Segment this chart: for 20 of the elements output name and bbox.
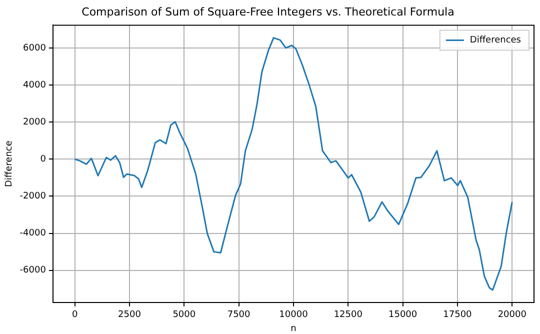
y-tick-label: 0 [40, 154, 46, 165]
x-tick-label: 12500 [334, 310, 363, 320]
x-axis-title: n [290, 324, 296, 334]
y-axis-title: Difference [4, 140, 15, 188]
y-tick-label: -6000 [20, 266, 46, 276]
x-tick-label: 20000 [498, 310, 527, 320]
x-tick-label: 7500 [227, 310, 251, 320]
y-tick-label: -4000 [20, 228, 46, 239]
y-tick-label: -2000 [20, 192, 46, 202]
x-tick-label: 2500 [118, 310, 142, 320]
y-tick-label: 4000 [23, 80, 46, 90]
x-tick-label: 5000 [172, 310, 196, 320]
legend-label: Differences [470, 36, 522, 46]
x-tick-label: 17500 [443, 310, 472, 320]
chart-title: Comparison of Sum of Square-Free Integers vs. Theoretical Formula [82, 5, 454, 18]
x-tick-label: 15000 [388, 310, 418, 320]
y-tick-label: 6000 [23, 43, 46, 54]
x-tick-label: 0 [72, 310, 78, 320]
x-tick-label: 10000 [279, 310, 308, 320]
y-tick-label: 2000 [23, 117, 46, 128]
